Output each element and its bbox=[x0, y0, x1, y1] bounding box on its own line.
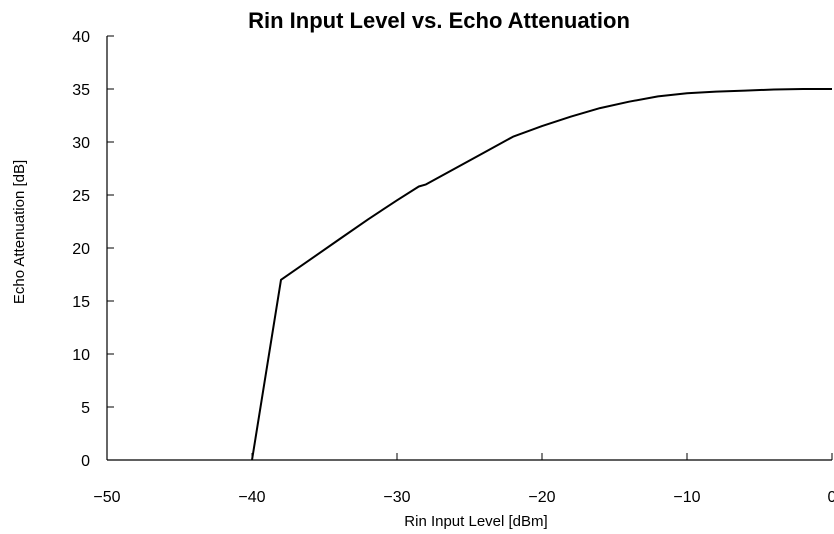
y-tick-label: 10 bbox=[72, 347, 90, 364]
y-tick-label: 15 bbox=[72, 294, 90, 311]
series-line bbox=[251, 88, 832, 461]
x-tick-label: 0 bbox=[828, 489, 834, 506]
x-tick-label: −10 bbox=[673, 489, 700, 506]
y-tick-label: 25 bbox=[72, 188, 90, 205]
x-tick-label: −20 bbox=[528, 489, 555, 506]
plot-area: −50 −40 −30 −20 −10 0 0 5 10 15 20 25 30 35 40 bbox=[72, 29, 834, 506]
x-tick-label: −40 bbox=[238, 489, 265, 506]
y-tick-label: 30 bbox=[72, 135, 90, 152]
y-tick-label: 40 bbox=[72, 29, 90, 46]
y-tick-label: 20 bbox=[72, 241, 90, 258]
y-tick-label: 35 bbox=[72, 82, 90, 99]
y-tick-label: 0 bbox=[81, 453, 90, 470]
chart-title: Rin Input Level vs. Echo Attenuation bbox=[248, 8, 630, 33]
x-tick-label: −50 bbox=[93, 489, 120, 506]
x-axis-label: Rin Input Level [dBm] bbox=[404, 513, 547, 530]
x-tick-label: −30 bbox=[383, 489, 410, 506]
y-axis-label: Echo Attenuation [dB] bbox=[11, 160, 28, 304]
y-tick-label: 5 bbox=[81, 400, 90, 417]
